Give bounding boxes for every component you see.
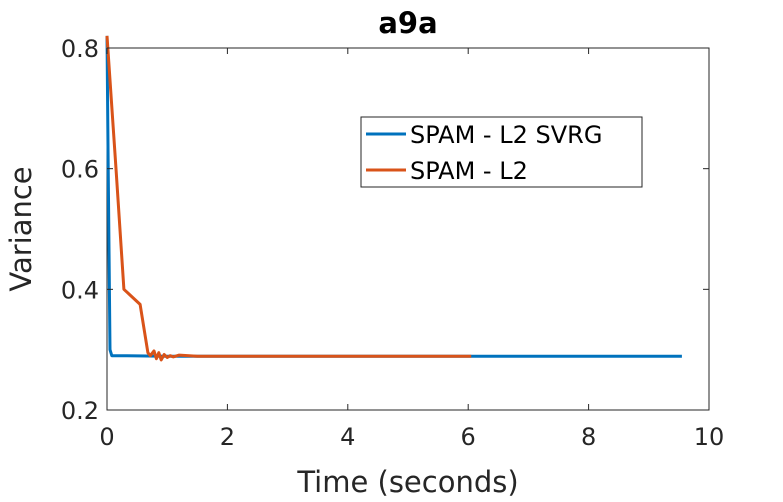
chart-title: a9a (378, 6, 437, 40)
x-tick-label: 8 (581, 423, 596, 451)
legend-label-spam-l2: SPAM - L2 (410, 157, 528, 185)
x-tick-label: 10 (694, 423, 725, 451)
y-tick-label: 0.8 (61, 35, 99, 63)
y-axis-title: Variance (4, 166, 38, 291)
plot-area (106, 47, 710, 411)
legend: SPAM - L2 SVRG SPAM - L2 (360, 116, 643, 188)
y-tick-label: 0.6 (61, 156, 99, 184)
x-tick-label: 6 (461, 423, 476, 451)
x-tick-label: 4 (340, 423, 355, 451)
x-axis-title: Time (seconds) (296, 465, 518, 499)
x-tick-label: 2 (220, 423, 235, 451)
y-tick-label: 0.4 (61, 276, 99, 304)
legend-box (360, 116, 643, 188)
legend-label-spam-l2-svrg: SPAM - L2 SVRG (410, 121, 602, 149)
series-line-spam-l2 (105, 35, 472, 362)
series-layer (105, 35, 682, 362)
y-tick-label: 0.2 (61, 397, 99, 425)
axis-layer: 0 2 4 6 8 10 0.2 0.4 0.6 0.8 (61, 35, 724, 451)
x-tick-label: 0 (99, 423, 114, 451)
